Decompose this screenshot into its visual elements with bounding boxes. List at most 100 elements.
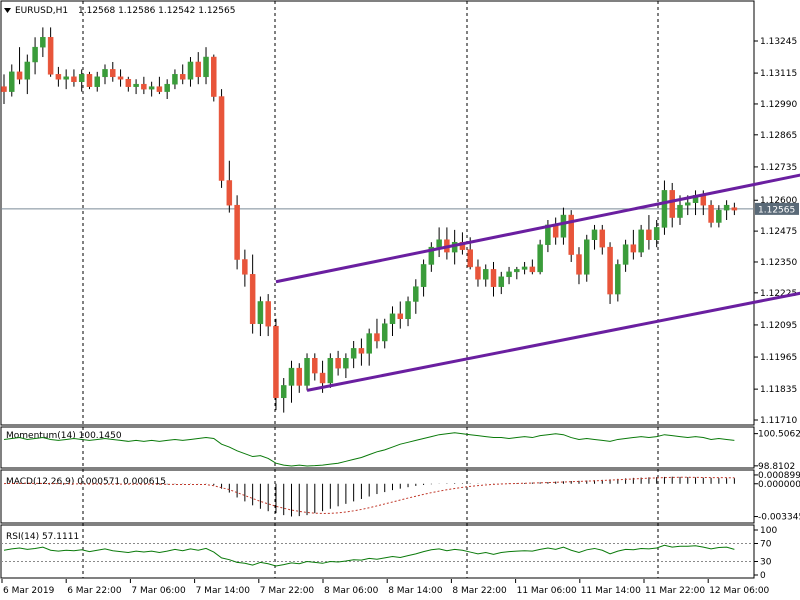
candle <box>420 259 427 297</box>
candle <box>374 318 380 349</box>
candle <box>265 294 271 337</box>
candle <box>514 266 520 280</box>
rsi-label: RSI(14) 57.1111 <box>6 532 79 542</box>
candle <box>156 76 163 95</box>
candle <box>273 318 279 411</box>
time-tick-label: 6 Mar 22:00 <box>67 586 122 596</box>
time-tick-label: 11 Mar 06:00 <box>517 586 577 596</box>
candle <box>381 318 388 349</box>
candle <box>327 353 334 388</box>
channel-line-lower[interactable] <box>306 282 800 392</box>
candle <box>475 259 481 287</box>
candle <box>187 57 194 87</box>
time-tick-label: 6 Mar 2019 <box>3 586 55 596</box>
candle <box>55 66 62 87</box>
candle <box>506 266 512 285</box>
candle <box>195 52 201 85</box>
candle <box>343 353 349 379</box>
candle <box>40 27 46 58</box>
candle <box>428 242 435 272</box>
candle <box>9 64 15 97</box>
candle <box>653 220 660 248</box>
triangle-down-icon[interactable] <box>4 8 11 13</box>
candle <box>661 180 668 235</box>
price-tick-label: 1.13245 <box>760 37 797 47</box>
candle <box>615 259 621 302</box>
candle <box>117 69 124 87</box>
macd-panel-frame <box>0 469 755 524</box>
macd-signal-line <box>3 476 735 514</box>
macd-label: MACD(12,26,9) 0.000571 0.000615 <box>6 477 166 487</box>
candle <box>498 271 505 295</box>
candle <box>599 224 606 255</box>
macd-tick-label: 0.000899 <box>758 471 800 481</box>
candle <box>203 47 209 85</box>
candle <box>125 76 132 92</box>
candle <box>335 350 341 376</box>
candle <box>560 207 567 245</box>
momentum-axis: 100.5062 98.8102 <box>754 430 800 472</box>
candle <box>568 210 574 262</box>
price-tick-label: 1.13115 <box>760 69 797 79</box>
candle <box>179 64 186 85</box>
momentum-line <box>3 432 735 467</box>
candle <box>32 37 38 75</box>
candle <box>172 69 178 90</box>
candle <box>716 205 722 228</box>
candle <box>312 353 318 381</box>
time-tick-label: 7 Mar 14:00 <box>196 586 251 596</box>
candle <box>622 239 629 272</box>
rsi-tick-label: 70 <box>760 540 772 550</box>
candle <box>257 296 264 337</box>
candle <box>296 363 303 393</box>
price-tick-label: 1.12990 <box>760 100 797 110</box>
current-price-label: 1.12565 <box>758 205 795 215</box>
candle <box>218 89 225 188</box>
momentum-panel-frame <box>0 426 755 469</box>
momentum-indicator <box>3 432 735 467</box>
price-tick-label: 1.11835 <box>760 385 797 395</box>
rsi-indicator <box>1 543 754 567</box>
candle <box>133 79 139 95</box>
rsi-axis: 100 70 30 0 <box>754 526 777 581</box>
price-tick-label: 1.12865 <box>760 131 797 141</box>
time-tick-label: 12 Mar 06:00 <box>709 586 769 596</box>
vertical-marker-lines <box>82 1 659 578</box>
time-tick-label: 7 Mar 06:00 <box>131 586 186 596</box>
candle <box>389 306 396 337</box>
candle <box>249 254 256 334</box>
candle <box>405 296 411 327</box>
channel-line-upper[interactable] <box>275 163 800 284</box>
candle <box>47 27 54 77</box>
candle <box>78 69 85 92</box>
time-tick-label: 8 Mar 14:00 <box>388 586 443 596</box>
rsi-panel-frame <box>0 524 755 579</box>
price-tick-label: 1.11965 <box>760 353 797 363</box>
candle <box>63 69 69 90</box>
price-tick-label: 1.12475 <box>760 227 797 237</box>
time-tick-label: 8 Mar 06:00 <box>324 586 379 596</box>
macd-indicator <box>3 476 735 517</box>
candle <box>358 338 365 366</box>
candle <box>234 195 240 270</box>
candle <box>226 160 233 213</box>
candle <box>482 264 489 287</box>
rsi-line <box>3 544 735 567</box>
candle <box>280 378 287 413</box>
candle <box>591 224 598 250</box>
candle <box>86 71 93 90</box>
candle <box>537 239 543 275</box>
price-axis: 1.13245 1.13115 1.12990 1.12865 1.12735 1.126… <box>754 37 797 426</box>
macd-tick-label: 0.000000 <box>758 480 800 490</box>
price-tick-label: 1.12350 <box>760 258 797 268</box>
candle <box>521 261 528 275</box>
price-channel[interactable] <box>275 163 800 392</box>
time-tick-label: 11 Mar 14:00 <box>581 586 641 596</box>
candle <box>584 234 590 282</box>
momentum-tick-label: 98.8102 <box>758 462 795 472</box>
candle <box>723 200 730 220</box>
time-tick-label: 11 Mar 22:00 <box>645 586 705 596</box>
candle <box>490 261 497 297</box>
